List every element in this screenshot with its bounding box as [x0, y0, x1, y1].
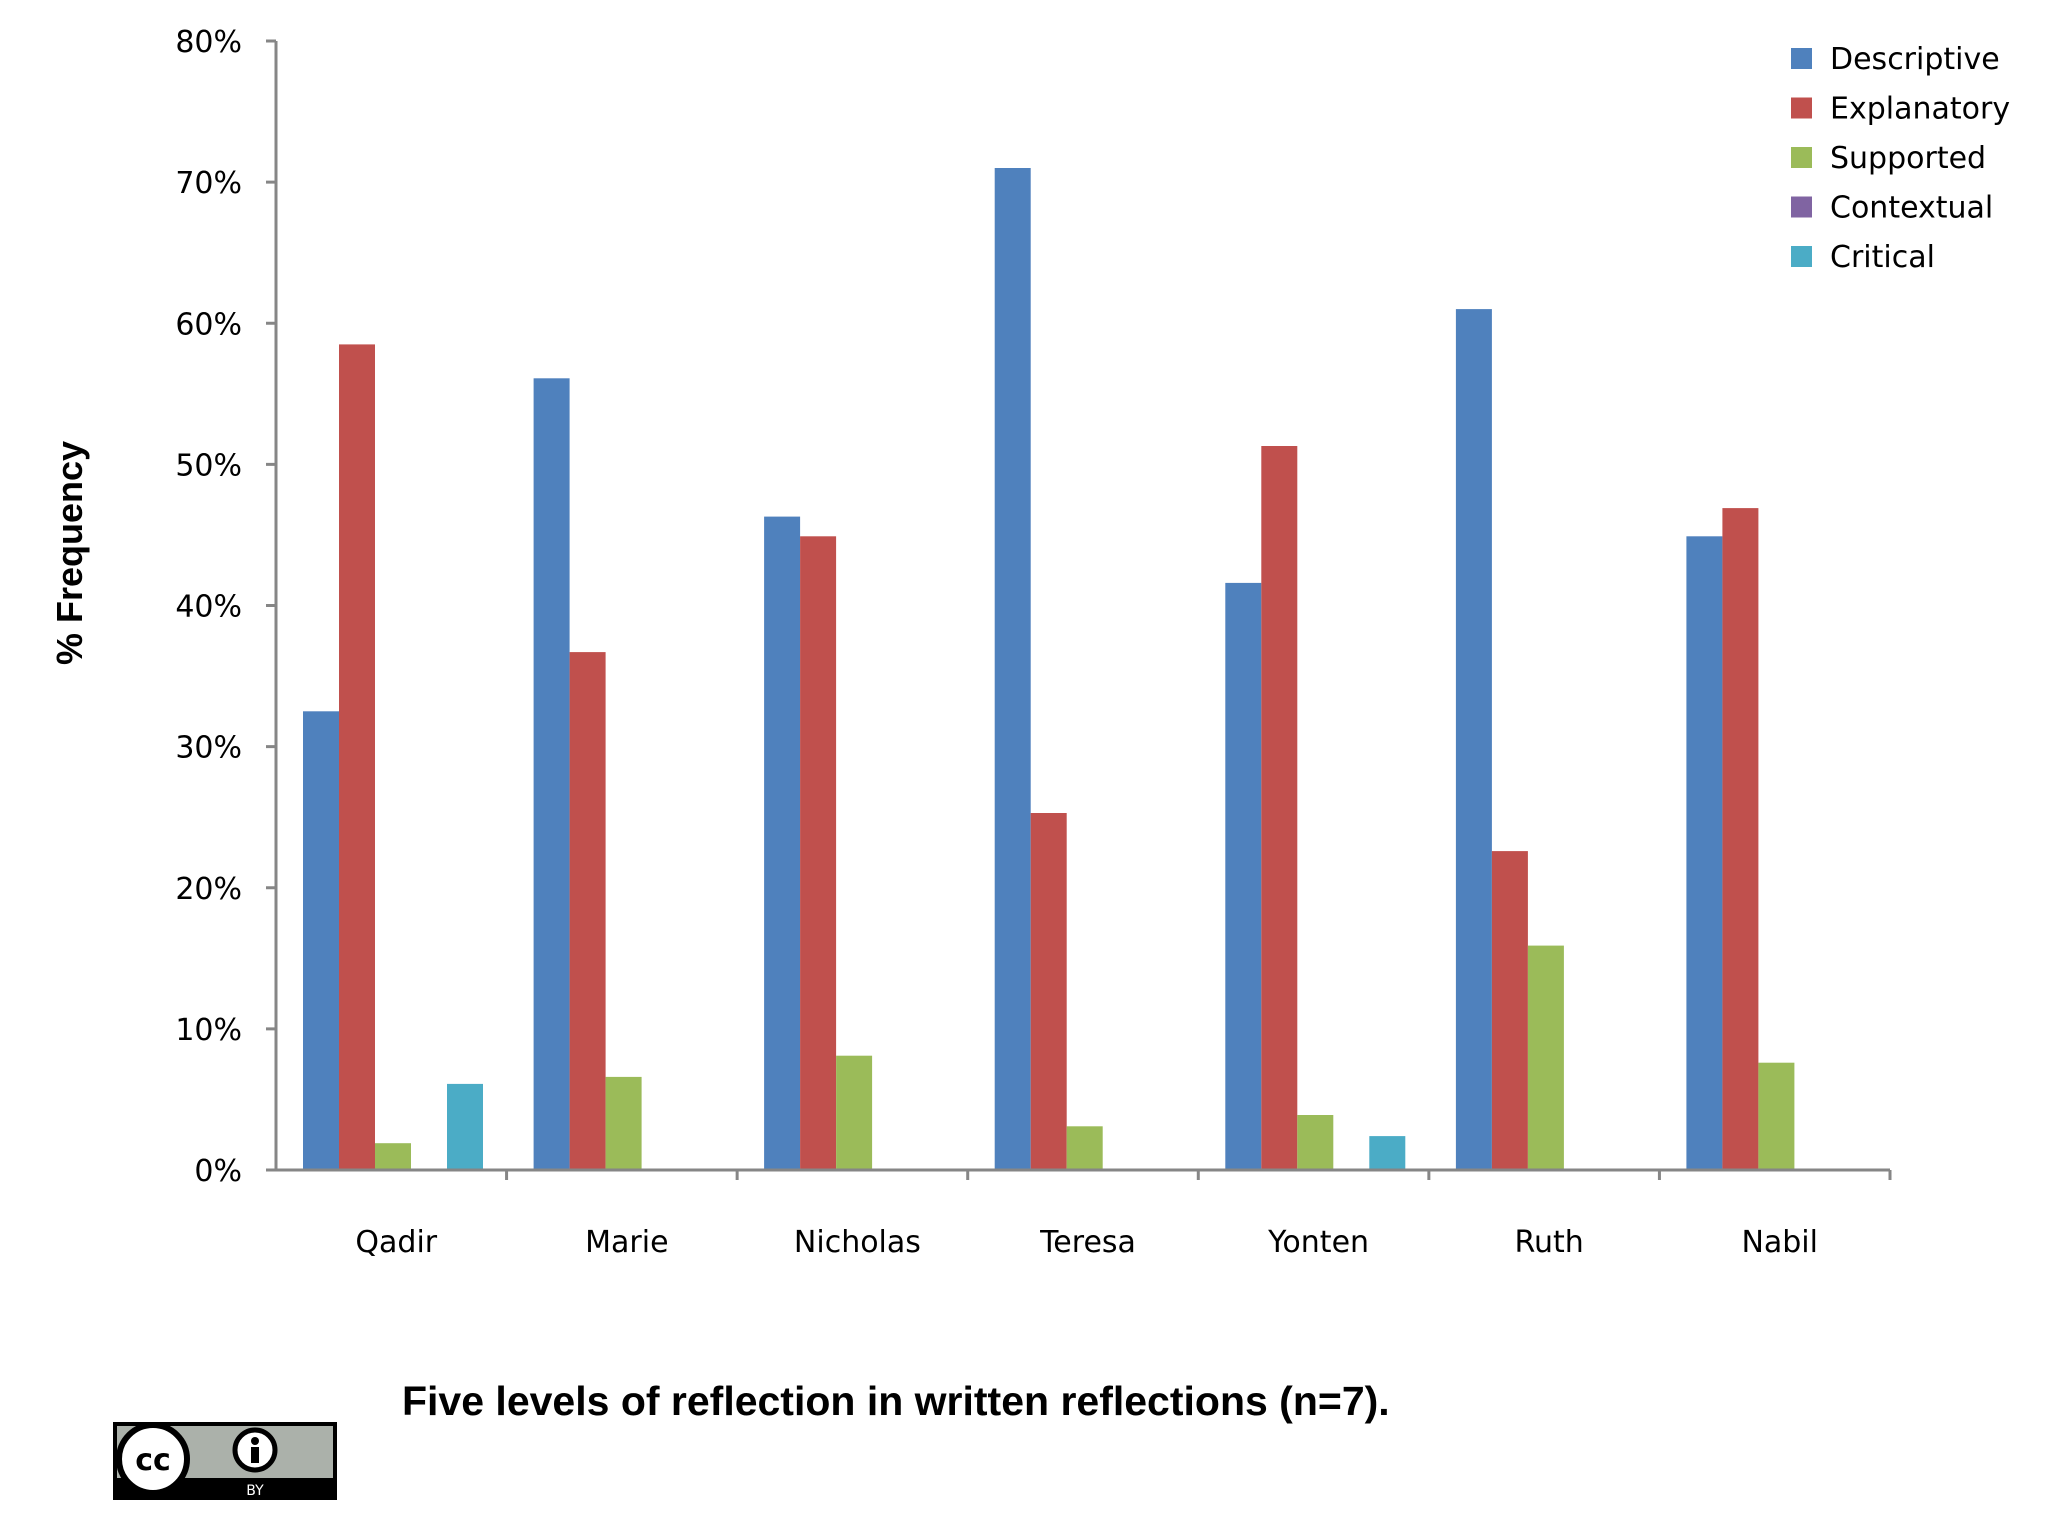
- chart-axes: [266, 41, 1890, 1172]
- y-tick-label: 10%: [175, 1013, 242, 1048]
- y-tick-label: 80%: [175, 25, 242, 60]
- chart-bars: [303, 168, 1795, 1171]
- bar-supported-qadir: [375, 1143, 411, 1170]
- bar-supported-nabil: [1758, 1062, 1795, 1170]
- y-axis-ticks: 0% 10% 20% 30% 40% 50% 60% 70% 80%: [175, 25, 276, 1189]
- license-badge-text: BY: [246, 1483, 264, 1499]
- bar-explanatory-marie: [569, 652, 606, 1170]
- bar-descriptive-teresa: [994, 168, 1031, 1170]
- legend-label-supported: Supported: [1830, 141, 1986, 176]
- x-category-label: Yonten: [1267, 1225, 1369, 1260]
- y-axis-label: % Frequency: [49, 441, 90, 665]
- legend-label-descriptive: Descriptive: [1830, 42, 2000, 77]
- y-tick-label: 30%: [175, 731, 242, 766]
- x-category-label: Marie: [585, 1225, 668, 1260]
- cc-by-icon: cc BY: [113, 1422, 337, 1500]
- legend-label-critical: Critical: [1830, 240, 1935, 275]
- bar-supported-yonten: [1297, 1115, 1334, 1170]
- bar-critical-yonten: [1369, 1136, 1406, 1170]
- y-tick-label: 60%: [175, 307, 242, 342]
- bar-supported-nicholas: [836, 1055, 873, 1170]
- bar-explanatory-nabil: [1722, 508, 1759, 1171]
- figure-caption: Five levels of reflection in written ref…: [402, 1378, 1390, 1424]
- legend-swatch-explanatory: [1791, 97, 1812, 119]
- x-category-label: Qadir: [355, 1225, 437, 1260]
- bar-descriptive-ruth: [1455, 309, 1492, 1171]
- bar-explanatory-yonten: [1261, 446, 1298, 1170]
- chart-legend: Descriptive Explanatory Supported Contextua…: [1791, 42, 2010, 275]
- y-tick-label: 70%: [175, 166, 242, 201]
- y-tick-label: 50%: [175, 448, 242, 483]
- bar-descriptive-yonten: [1225, 582, 1262, 1170]
- bar-descriptive-qadir: [303, 711, 339, 1170]
- x-category-label: Teresa: [1039, 1225, 1136, 1260]
- bar-explanatory-qadir: [339, 344, 375, 1170]
- x-category-label: Ruth: [1514, 1225, 1583, 1260]
- x-category-label: Nabil: [1741, 1225, 1818, 1260]
- y-tick-label: 0%: [194, 1154, 242, 1189]
- bar-descriptive-marie: [533, 378, 570, 1170]
- svg-text:cc: cc: [135, 1443, 171, 1478]
- bar-supported-ruth: [1527, 945, 1564, 1170]
- legend-swatch-descriptive: [1791, 48, 1812, 69]
- bar-critical-qadir: [447, 1083, 483, 1170]
- y-tick-label: 40%: [175, 590, 242, 625]
- bar-explanatory-nicholas: [800, 536, 837, 1170]
- x-axis-categories: Qadir Marie Nicholas Teresa Yonten Ruth Nabil: [355, 1170, 1892, 1260]
- cc-circle-icon: [116, 1422, 190, 1496]
- bar-explanatory-ruth: [1491, 851, 1528, 1170]
- bar-descriptive-nabil: [1686, 536, 1723, 1170]
- bar-supported-marie: [605, 1076, 642, 1170]
- bar-supported-teresa: [1066, 1126, 1103, 1170]
- x-category-label: Nicholas: [794, 1225, 921, 1260]
- legend-label-explanatory: Explanatory: [1830, 92, 2010, 127]
- y-tick-label: 20%: [175, 872, 242, 907]
- legend-swatch-contextual: [1791, 196, 1812, 218]
- legend-swatch-supported: [1791, 147, 1812, 168]
- bar-explanatory-teresa: [1030, 813, 1067, 1170]
- legend-swatch-critical: [1791, 246, 1812, 267]
- legend-label-contextual: Contextual: [1830, 191, 1993, 226]
- bar-descriptive-nicholas: [764, 516, 801, 1170]
